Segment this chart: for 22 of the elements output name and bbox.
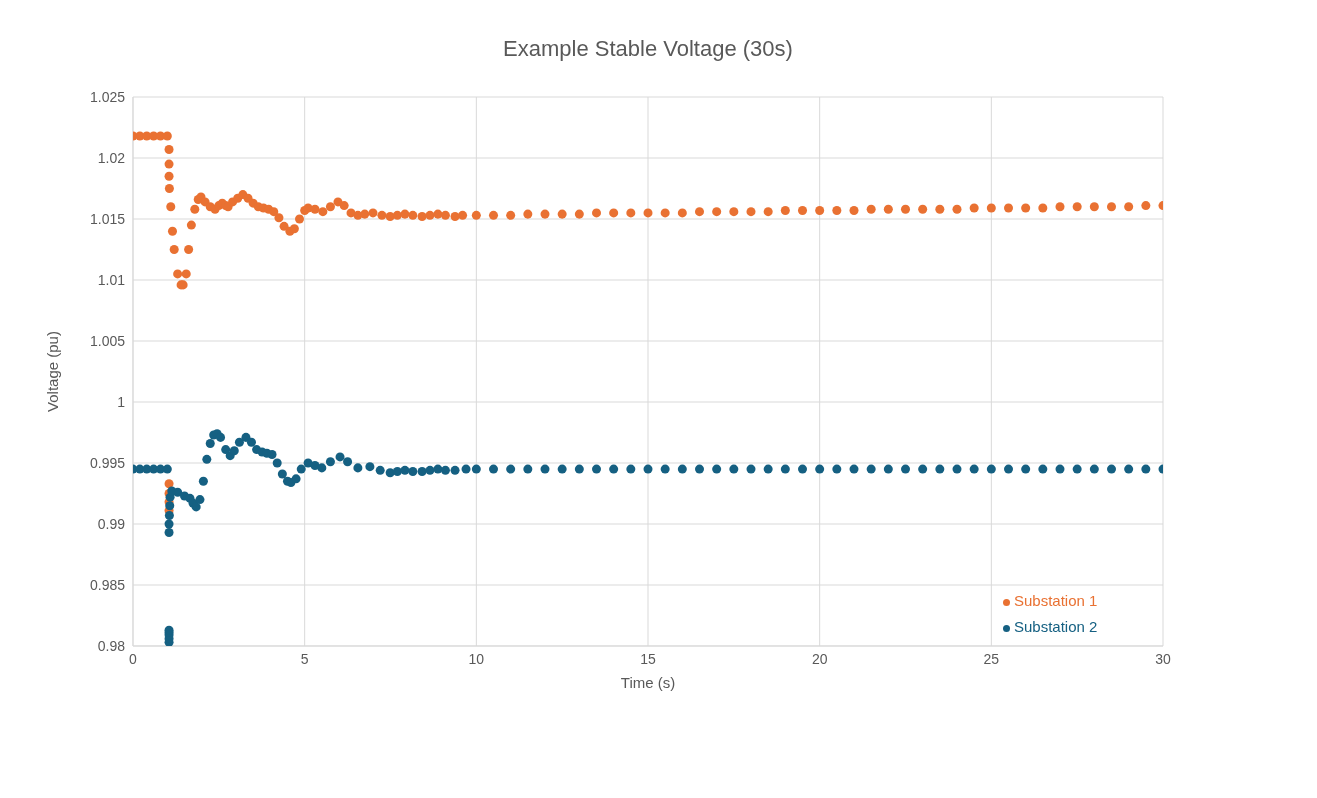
- y-tick-label: 1.025: [89, 88, 126, 105]
- x-tick-label: 20: [811, 650, 828, 667]
- y-tick-label: 0.995: [89, 454, 126, 471]
- y-tick-label: 1.015: [89, 210, 126, 227]
- x-tick-label: 30: [1155, 650, 1171, 667]
- x-axis-title: Time (s): [620, 674, 676, 691]
- x-tick-label: 15: [640, 650, 656, 667]
- legend-label: Substation 1: [1014, 592, 1098, 609]
- x-tick-label: 0: [129, 650, 138, 667]
- y-axis-title: Voltage (pu): [44, 331, 62, 412]
- y-tick-label: 1.01: [97, 271, 126, 288]
- y-tick-label: 0.985: [89, 576, 126, 593]
- y-tick-label: 0.99: [97, 515, 126, 532]
- y-tick-label: 1.005: [89, 332, 126, 349]
- x-tick-label: 5: [300, 650, 309, 667]
- chart-title: Example Stable Voltage (30s): [502, 36, 794, 62]
- y-tick-label: 1: [117, 393, 126, 410]
- y-tick-label: 1.02: [97, 149, 126, 166]
- x-tick-label: 25: [983, 650, 1000, 667]
- legend-label: Substation 2: [1014, 618, 1098, 635]
- y-tick-label: 0.98: [97, 637, 126, 654]
- x-tick-label: 10: [468, 650, 485, 667]
